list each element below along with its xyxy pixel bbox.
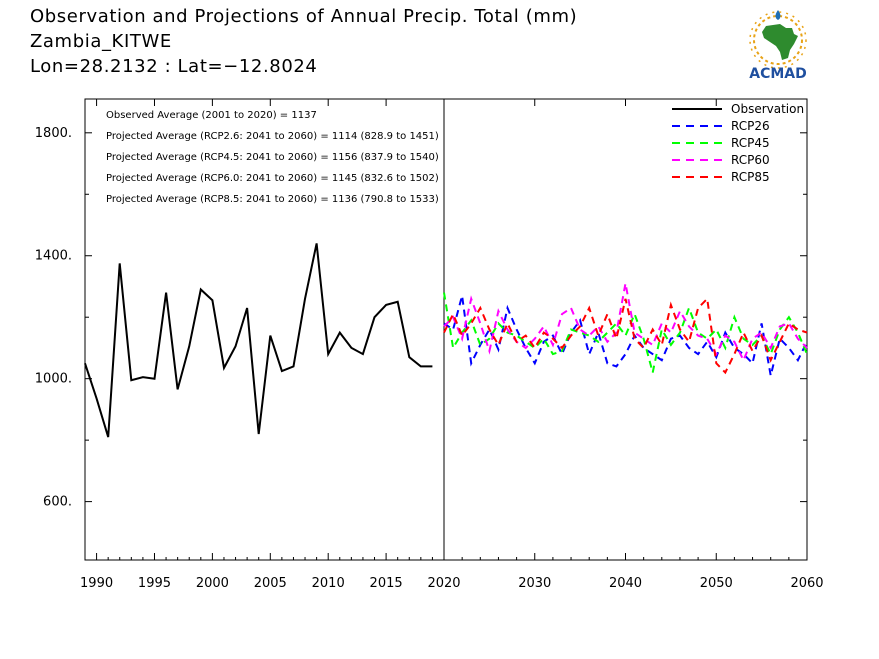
- x-tick-label: 2005: [254, 576, 287, 591]
- annotation-line: Projected Average (RCP2.6: 2041 to 2060)…: [106, 131, 439, 142]
- series-line-rcp60: [443, 283, 808, 363]
- y-tick-label: 1400.: [35, 249, 72, 264]
- series-line-rcp26: [443, 295, 808, 376]
- plot-frame: [84, 98, 808, 561]
- x-tick-label: 2000: [196, 576, 229, 591]
- location-label: Zambia_KITWE: [30, 31, 172, 52]
- acmad-logo-text: ACMAD: [749, 66, 807, 82]
- water-drop-icon: [775, 10, 781, 20]
- legend-label: RCP45: [731, 136, 770, 150]
- series-line-observation: [84, 243, 433, 438]
- coordinates-label: Lon=28.2132 : Lat=−12.8024: [30, 56, 318, 77]
- series-line-rcp45: [443, 292, 808, 373]
- annotation-line: Observed Average (2001 to 2020) = 1137: [106, 110, 317, 121]
- x-tick-label: 2050: [700, 576, 733, 591]
- x-tick-label: 2030: [518, 576, 551, 591]
- annotation-line: Projected Average (RCP4.5: 2041 to 2060)…: [106, 152, 439, 163]
- y-tick-label: 1800.: [35, 126, 72, 141]
- x-tick-label: 2040: [609, 576, 642, 591]
- annotation-block: Observed Average (2001 to 2020) = 1137 Pr…: [106, 110, 439, 205]
- x-tick-label: 2015: [370, 576, 403, 591]
- chart-title: Observation and Projections of Annual Pr…: [30, 6, 578, 27]
- series-line-rcp85: [443, 296, 808, 375]
- legend-label: Observation: [731, 102, 804, 116]
- x-axis: 1990 1995 2000 2005 2010 2015 2020 2030 2040 2050…: [80, 99, 824, 591]
- africa-icon: [762, 24, 798, 60]
- legend-label: RCP26: [731, 119, 770, 133]
- x-tick-label: 1990: [80, 576, 113, 591]
- y-axis: 600. 1000. 1400. 1800.: [35, 126, 807, 510]
- x-tick-label: 2060: [790, 576, 823, 591]
- legend-label: RCP60: [731, 153, 770, 167]
- y-tick-label: 1000.: [35, 372, 72, 387]
- series-layer: [84, 243, 808, 438]
- legend: Observation RCP26 RCP45 RCP60 RCP85: [672, 102, 804, 184]
- x-tick-label: 2020: [427, 576, 460, 591]
- y-tick-label: 600.: [43, 495, 72, 510]
- x-tick-label: 2010: [312, 576, 345, 591]
- legend-label: RCP85: [731, 170, 770, 184]
- sun-ring-icon: [749, 11, 807, 69]
- acmad-logo: ACMAD: [736, 6, 820, 82]
- annotation-line: Projected Average (RCP6.0: 2041 to 2060)…: [106, 173, 439, 184]
- annotation-line: Projected Average (RCP8.5: 2041 to 2060)…: [106, 194, 439, 205]
- x-tick-label: 1995: [138, 576, 171, 591]
